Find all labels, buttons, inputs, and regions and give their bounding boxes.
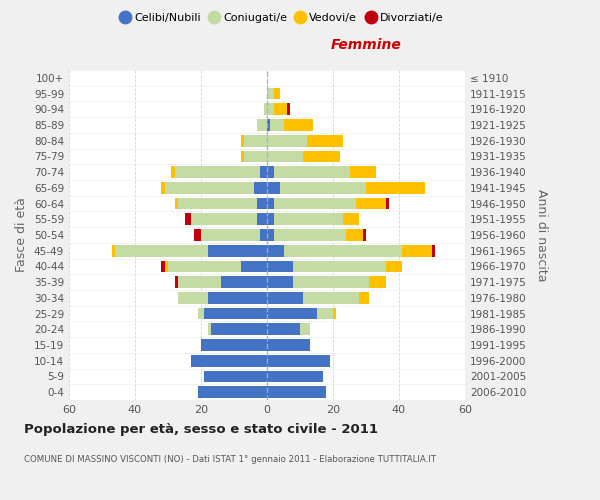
Bar: [356, 198, 386, 209]
Bar: [201, 339, 267, 351]
Bar: [274, 166, 349, 178]
Bar: [178, 198, 257, 209]
Bar: [267, 198, 274, 209]
Bar: [208, 324, 211, 335]
Bar: [287, 104, 290, 115]
Bar: [257, 198, 267, 209]
Y-axis label: Anni di nascita: Anni di nascita: [535, 188, 548, 281]
Bar: [164, 260, 168, 272]
Bar: [267, 88, 274, 100]
Bar: [191, 355, 267, 366]
Bar: [267, 308, 317, 320]
Bar: [241, 150, 244, 162]
Bar: [267, 229, 274, 241]
Text: COMUNE DI MASSINO VISCONTI (NO) - Dati ISTAT 1° gennaio 2011 - Elaborazione TUTT: COMUNE DI MASSINO VISCONTI (NO) - Dati I…: [24, 455, 436, 464]
Bar: [257, 119, 267, 131]
Bar: [346, 229, 362, 241]
Bar: [198, 308, 204, 320]
Bar: [112, 245, 115, 256]
Bar: [267, 245, 284, 256]
Bar: [293, 260, 386, 272]
Bar: [386, 198, 389, 209]
Bar: [349, 166, 376, 178]
Bar: [267, 386, 326, 398]
Bar: [402, 245, 432, 256]
Bar: [267, 260, 293, 272]
Bar: [267, 119, 271, 131]
Bar: [284, 119, 313, 131]
Bar: [254, 182, 267, 194]
Bar: [161, 260, 164, 272]
Bar: [274, 104, 287, 115]
Bar: [164, 182, 254, 194]
Bar: [274, 198, 356, 209]
Bar: [260, 166, 267, 178]
Bar: [204, 308, 267, 320]
Bar: [244, 135, 267, 146]
Bar: [370, 276, 386, 288]
Bar: [257, 214, 267, 225]
Bar: [221, 276, 267, 288]
Bar: [386, 260, 403, 272]
Bar: [317, 308, 333, 320]
Legend: Celibi/Nubili, Coniugati/e, Vedovi/e, Divorziati/e: Celibi/Nubili, Coniugati/e, Vedovi/e, Di…: [116, 8, 448, 28]
Y-axis label: Fasce di età: Fasce di età: [16, 198, 28, 272]
Bar: [241, 135, 244, 146]
Bar: [264, 104, 267, 115]
Bar: [359, 292, 369, 304]
Bar: [178, 292, 208, 304]
Bar: [168, 260, 241, 272]
Bar: [307, 135, 343, 146]
Text: Femmine: Femmine: [331, 38, 401, 52]
Bar: [204, 370, 267, 382]
Bar: [280, 182, 366, 194]
Bar: [178, 276, 221, 288]
Bar: [172, 166, 175, 178]
Bar: [191, 214, 257, 225]
Bar: [267, 355, 330, 366]
Bar: [198, 386, 267, 398]
Bar: [333, 308, 337, 320]
Bar: [115, 245, 208, 256]
Bar: [274, 229, 346, 241]
Bar: [267, 292, 304, 304]
Bar: [161, 182, 164, 194]
Bar: [267, 135, 307, 146]
Bar: [274, 88, 280, 100]
Bar: [241, 260, 267, 272]
Bar: [274, 214, 343, 225]
Bar: [343, 214, 359, 225]
Bar: [267, 150, 304, 162]
Bar: [244, 150, 267, 162]
Bar: [271, 119, 284, 131]
Bar: [267, 166, 274, 178]
Bar: [267, 182, 280, 194]
Bar: [208, 292, 267, 304]
Bar: [194, 229, 201, 241]
Bar: [362, 229, 366, 241]
Bar: [175, 166, 260, 178]
Bar: [304, 292, 359, 304]
Bar: [293, 276, 369, 288]
Bar: [267, 370, 323, 382]
Bar: [267, 104, 274, 115]
Bar: [267, 276, 293, 288]
Bar: [267, 324, 300, 335]
Bar: [260, 229, 267, 241]
Bar: [211, 324, 267, 335]
Bar: [267, 214, 274, 225]
Bar: [366, 182, 425, 194]
Bar: [175, 198, 178, 209]
Text: Popolazione per età, sesso e stato civile - 2011: Popolazione per età, sesso e stato civil…: [24, 422, 378, 436]
Bar: [175, 276, 178, 288]
Bar: [304, 150, 340, 162]
Bar: [185, 214, 191, 225]
Bar: [267, 339, 310, 351]
Bar: [201, 229, 260, 241]
Bar: [432, 245, 436, 256]
Bar: [208, 245, 267, 256]
Bar: [284, 245, 403, 256]
Bar: [300, 324, 310, 335]
